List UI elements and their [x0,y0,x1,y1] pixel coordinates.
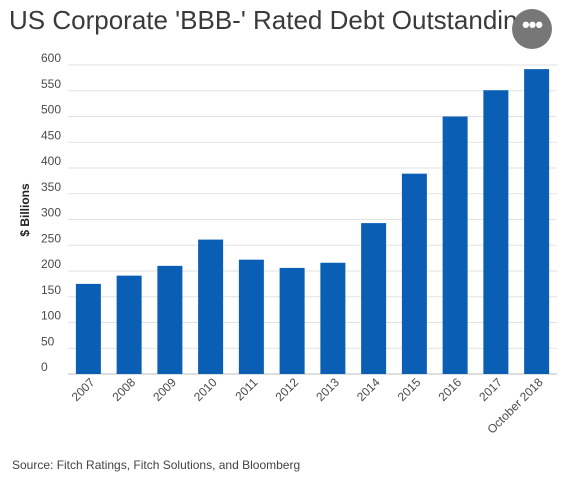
source-note: Source: Fitch Ratings, Fitch Solutions, … [12,458,301,472]
x-tick-label: 2013 [313,375,342,404]
y-tick-label: 550 [41,77,61,91]
bar [524,69,550,375]
x-tick-label: 2007 [69,375,98,404]
bar [401,173,427,374]
bar [75,283,101,374]
bar [157,265,183,374]
x-tick-label: 2016 [435,375,464,404]
x-tick-label: 2010 [191,375,220,404]
bar [116,275,142,374]
y-axis: 0 50 100 150 200 250 300 350 400 450 500 550 600 [41,51,61,374]
y-tick-label: 0 [41,360,48,374]
y-tick-label: 600 [41,51,61,65]
bar [238,259,264,374]
bar [279,267,305,374]
gridlines [68,64,557,375]
y-tick-label: 200 [41,257,61,271]
x-tick-label: 2009 [150,375,179,404]
x-tick-label: 2017 [476,375,505,404]
y-tick-label: 300 [41,206,61,220]
y-tick-label: 400 [41,154,61,168]
y-tick-label: 100 [41,309,61,323]
y-tick-label: 500 [41,103,61,117]
x-tick-label: 2015 [395,375,424,404]
y-tick-label: 150 [41,283,61,297]
x-tick-label: 2008 [109,375,138,404]
more-options-button[interactable]: ••• [512,9,552,49]
bar [442,116,468,374]
bar [320,262,346,374]
y-tick-label: 50 [41,334,55,348]
chart-title: US Corporate 'BBB-' Rated Debt Outstandi… [9,5,532,35]
bar [198,239,224,374]
bars [75,69,550,375]
x-tick-label: 2011 [232,375,260,403]
x-tick-label: 2012 [272,375,301,404]
y-tick-label: 250 [41,231,61,245]
bar [483,90,509,375]
y-tick-label: 350 [41,180,61,194]
more-horizontal-icon: ••• [521,12,543,37]
y-tick-label: 450 [41,128,61,142]
x-tick-label: 2014 [354,375,383,404]
x-axis: 2007 2008 2009 2010 2011 2012 2013 2014 2015 2016… [69,375,546,437]
y-axis-label: $ Billions [18,183,32,237]
bar [361,223,387,374]
